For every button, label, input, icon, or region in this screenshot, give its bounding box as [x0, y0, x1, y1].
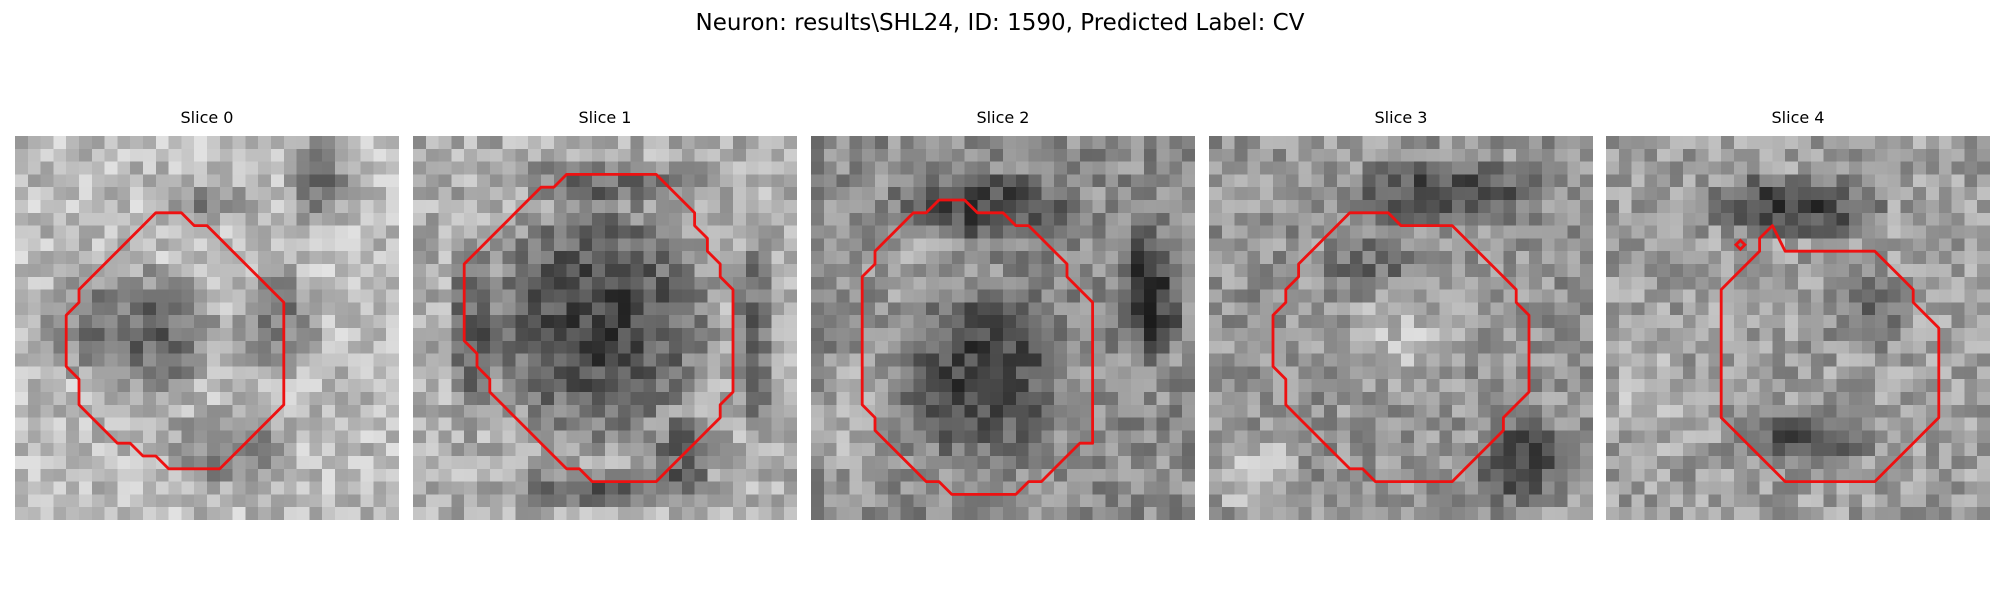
- figure-title: Neuron: results\SHL24, ID: 1590, Predict…: [695, 10, 1305, 36]
- slice-panel-3: Slice 3: [1209, 108, 1593, 520]
- segmentation-contour: [1719, 224, 1941, 484]
- slice-pixels: [413, 136, 797, 520]
- slice-image: [15, 136, 399, 520]
- slice-image: [413, 136, 797, 520]
- slice-image: [1606, 136, 1990, 520]
- slice-panel-2: Slice 2: [811, 108, 1195, 520]
- slice-pixels: [1209, 136, 1593, 520]
- slice-pixels: [15, 136, 399, 520]
- slice-panel-0: Slice 0: [15, 108, 399, 520]
- slice-image: [1209, 136, 1593, 520]
- segmentation-contour: [1271, 211, 1531, 484]
- slice-title: Slice 3: [1374, 108, 1428, 127]
- slice-title: Slice 0: [180, 108, 234, 127]
- contour-fragment: [1733, 238, 1747, 252]
- slice-image: [811, 136, 1195, 520]
- slice-pixels: [1606, 136, 1990, 520]
- slice-pixels: [811, 136, 1195, 520]
- segmentation-contour: [64, 211, 286, 471]
- segmentation-contour: [860, 198, 1095, 496]
- segmentation-contour: [462, 172, 735, 484]
- slice-title: Slice 2: [976, 108, 1030, 127]
- slice-panel-4: Slice 4: [1606, 108, 1990, 520]
- slice-panel-1: Slice 1: [413, 108, 797, 520]
- slice-title: Slice 1: [578, 108, 632, 127]
- slice-title: Slice 4: [1771, 108, 1825, 127]
